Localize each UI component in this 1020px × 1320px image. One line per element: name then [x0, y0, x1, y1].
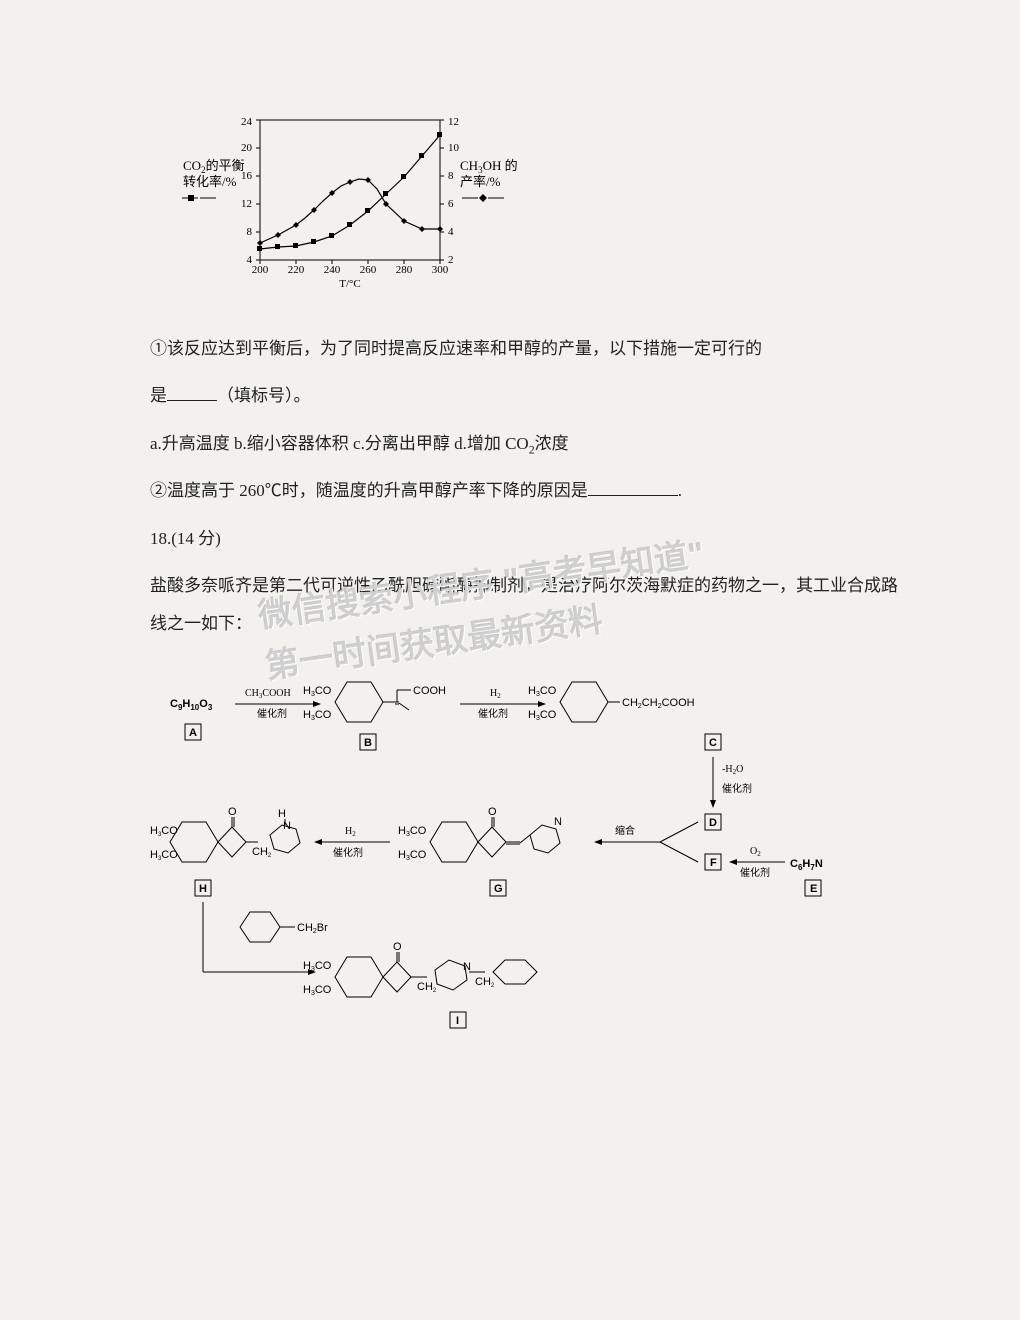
q2-end: . [678, 481, 682, 500]
svg-text:C9H10O3: C9H10O3 [170, 698, 213, 712]
equilibrium-chart: 4 8 12 16 20 24 2 4 6 8 10 12 [180, 110, 520, 290]
svg-text:O2: O2 [750, 846, 761, 858]
q2: ②温度高于 260℃时，随温度的升高甲醇产率下降的原因是. [150, 472, 900, 509]
svg-text:催化剂: 催化剂 [257, 707, 287, 720]
svg-text:CO2的平衡: CO2的平衡 [183, 158, 245, 175]
svg-text:260: 260 [360, 264, 377, 276]
svg-text:A: A [189, 727, 197, 739]
svg-text:B: B [364, 737, 372, 749]
svg-text:催化剂: 催化剂 [333, 846, 363, 859]
svg-text:12: 12 [241, 198, 252, 210]
q1-line1: ①该反应达到平衡后，为了同时提高反应速率和甲醇的产量，以下措施一定可行的 [150, 330, 900, 367]
svg-text:CH2Br: CH2Br [297, 922, 328, 935]
blank-2 [588, 479, 678, 496]
svg-text:D: D [709, 817, 717, 829]
svg-text:-H2O: -H2O [722, 764, 743, 776]
q1-line2-prefix: 是 [150, 386, 167, 405]
svg-text:H3CO: H3CO [303, 709, 332, 722]
q18-para: 盐酸多奈哌齐是第二代可逆性乙酰胆碱酯酶抑制剂，是治疗阿尔茨海默症的药物之一，其工… [150, 567, 900, 642]
svg-text:C6H7N: C6H7N [790, 858, 823, 872]
svg-text:CH3OH 的: CH3OH 的 [460, 158, 518, 175]
synthesis-scheme: C9H10O3 A CH3COOH 催化剂 H3CO H3CO COOH B [150, 652, 870, 1152]
svg-text:2: 2 [448, 254, 454, 266]
svg-text:E: E [810, 883, 817, 895]
svg-text:240: 240 [324, 264, 341, 276]
svg-text:I: I [456, 1015, 459, 1027]
svg-text:280: 280 [396, 264, 413, 276]
svg-text:催化剂: 催化剂 [722, 782, 752, 795]
svg-text:CH2: CH2 [475, 976, 495, 989]
q1-line2-suffix: （填标号）。 [217, 386, 311, 405]
svg-text:H3CO: H3CO [398, 825, 427, 838]
svg-text:12: 12 [448, 116, 459, 128]
svg-text:转化率/%: 转化率/% [183, 174, 237, 189]
svg-text:4: 4 [448, 226, 454, 238]
q18-header: 18.(14 分) [150, 520, 900, 557]
svg-text:8: 8 [247, 226, 253, 238]
svg-text:COOH: COOH [413, 685, 446, 697]
svg-text:8: 8 [448, 170, 454, 182]
svg-text:24: 24 [241, 116, 253, 128]
svg-text:H: H [199, 883, 207, 895]
svg-text:20: 20 [241, 142, 253, 154]
svg-text:H3CO: H3CO [303, 984, 332, 997]
svg-text:N: N [283, 820, 291, 832]
svg-text:H2: H2 [490, 688, 501, 700]
options-end: 浓度 [535, 434, 569, 453]
svg-text:200: 200 [252, 264, 269, 276]
svg-text:缩合: 缩合 [615, 824, 635, 837]
svg-text:H: H [278, 808, 286, 820]
svg-text:产率/%: 产率/% [460, 174, 501, 189]
svg-text:催化剂: 催化剂 [740, 866, 770, 879]
options-text: a.升高温度 b.缩小容器体积 c.分离出甲醇 d.增加 CO [150, 434, 529, 453]
svg-text:O: O [488, 806, 497, 818]
svg-text:N: N [463, 961, 471, 973]
svg-text:CH2: CH2 [252, 846, 272, 859]
q1-line2: 是 （填标号）。 [150, 377, 900, 414]
svg-text:H3CO: H3CO [150, 849, 178, 862]
svg-text:H3CO: H3CO [528, 685, 557, 698]
svg-text:300: 300 [432, 264, 449, 276]
svg-text:O: O [228, 806, 237, 818]
svg-text:220: 220 [288, 264, 305, 276]
svg-text:C: C [709, 737, 717, 749]
svg-text:H2: H2 [345, 826, 356, 838]
svg-text:H3CO: H3CO [303, 960, 332, 973]
svg-text:CH2CH2COOH: CH2CH2COOH [622, 697, 695, 710]
svg-text:催化剂: 催化剂 [478, 707, 508, 720]
svg-text:6: 6 [448, 198, 454, 210]
svg-text:H3CO: H3CO [150, 825, 178, 838]
svg-text:G: G [494, 883, 503, 895]
blank-1 [167, 384, 217, 401]
options: a.升高温度 b.缩小容器体积 c.分离出甲醇 d.增加 CO2浓度 [150, 425, 900, 463]
svg-text:H3CO: H3CO [303, 685, 332, 698]
svg-text:N: N [554, 816, 562, 828]
svg-text:H3CO: H3CO [398, 849, 427, 862]
svg-text:10: 10 [448, 142, 460, 154]
exam-page: 4 8 12 16 20 24 2 4 6 8 10 12 [0, 0, 1020, 1212]
svg-text:F: F [710, 857, 717, 869]
q2-text: ②温度高于 260℃时，随温度的升高甲醇产率下降的原因是 [150, 481, 588, 500]
svg-text:H3CO: H3CO [528, 709, 557, 722]
svg-text:CH2: CH2 [417, 981, 437, 994]
svg-text:CH3COOH: CH3COOH [245, 688, 291, 700]
svg-text:O: O [393, 941, 402, 953]
svg-text:T/°C: T/°C [339, 278, 361, 290]
